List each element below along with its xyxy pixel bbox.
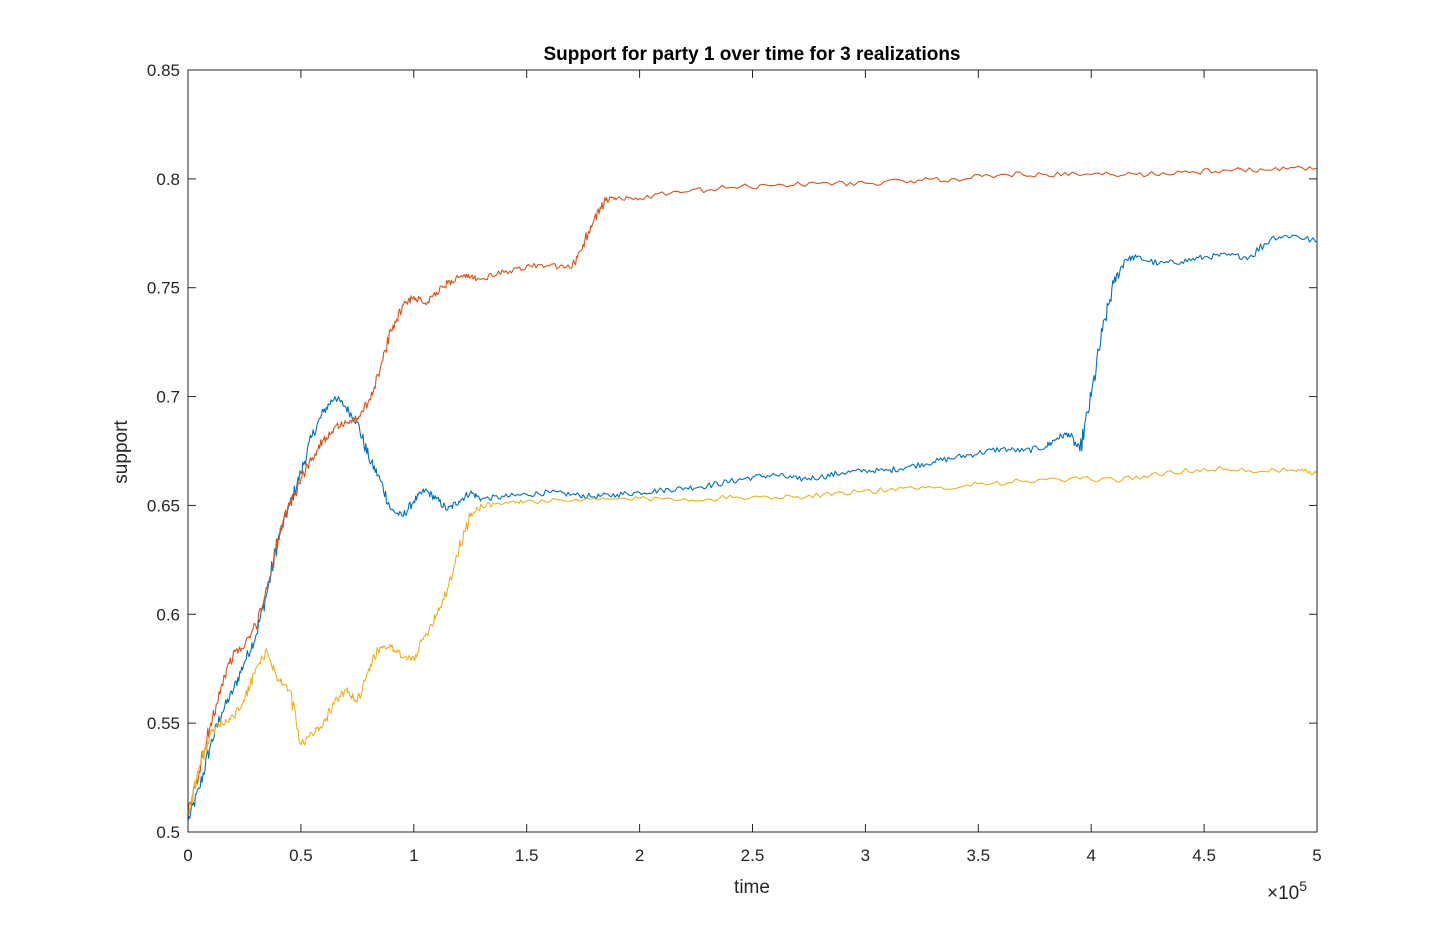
plot-area (188, 70, 1317, 832)
y-tick-label: 0.75 (147, 279, 180, 298)
y-axis-ticks: 0.5 0.55 0.6 0.65 0.7 0.75 0.8 0.85 (147, 61, 1317, 842)
y-tick-label: 0.6 (156, 605, 180, 624)
x-tick-label: 1.5 (515, 846, 539, 865)
x-tick-label: 0.5 (289, 846, 313, 865)
x-tick-label: 3.5 (966, 846, 990, 865)
y-tick-label: 0.8 (156, 170, 180, 189)
y-tick-label: 0.65 (147, 496, 180, 515)
x-tick-label: 4 (1086, 846, 1095, 865)
y-tick-label: 0.55 (147, 714, 180, 733)
y-axis-label: support (111, 420, 132, 484)
x-axis-label: time (734, 877, 770, 898)
x-tick-label: 2.5 (741, 846, 765, 865)
y-tick-label: 0.7 (156, 388, 180, 407)
x-axis-exponent-base: ×10 (1267, 883, 1299, 904)
x-tick-label: 5 (1312, 846, 1321, 865)
x-axis-exponent-power: 5 (1299, 878, 1307, 894)
chart-title: Support for party 1 over time for 3 real… (543, 44, 960, 65)
y-tick-label: 0.85 (147, 61, 180, 80)
x-tick-label: 0 (183, 846, 192, 865)
y-tick-label: 0.5 (156, 823, 180, 842)
x-axis-ticks: 0 0.5 1 1.5 2 2.5 3 3.5 4 4.5 5 (183, 70, 1322, 865)
series-line-3 (187, 465, 1318, 816)
x-axis-exponent: ×105 (1267, 878, 1307, 904)
series-line-1 (187, 234, 1318, 822)
x-tick-label: 1 (409, 846, 418, 865)
x-tick-label: 4.5 (1192, 846, 1216, 865)
x-tick-label: 2 (635, 846, 644, 865)
series-layer (187, 165, 1318, 822)
x-tick-label: 3 (861, 846, 870, 865)
series-line-2 (187, 165, 1318, 815)
